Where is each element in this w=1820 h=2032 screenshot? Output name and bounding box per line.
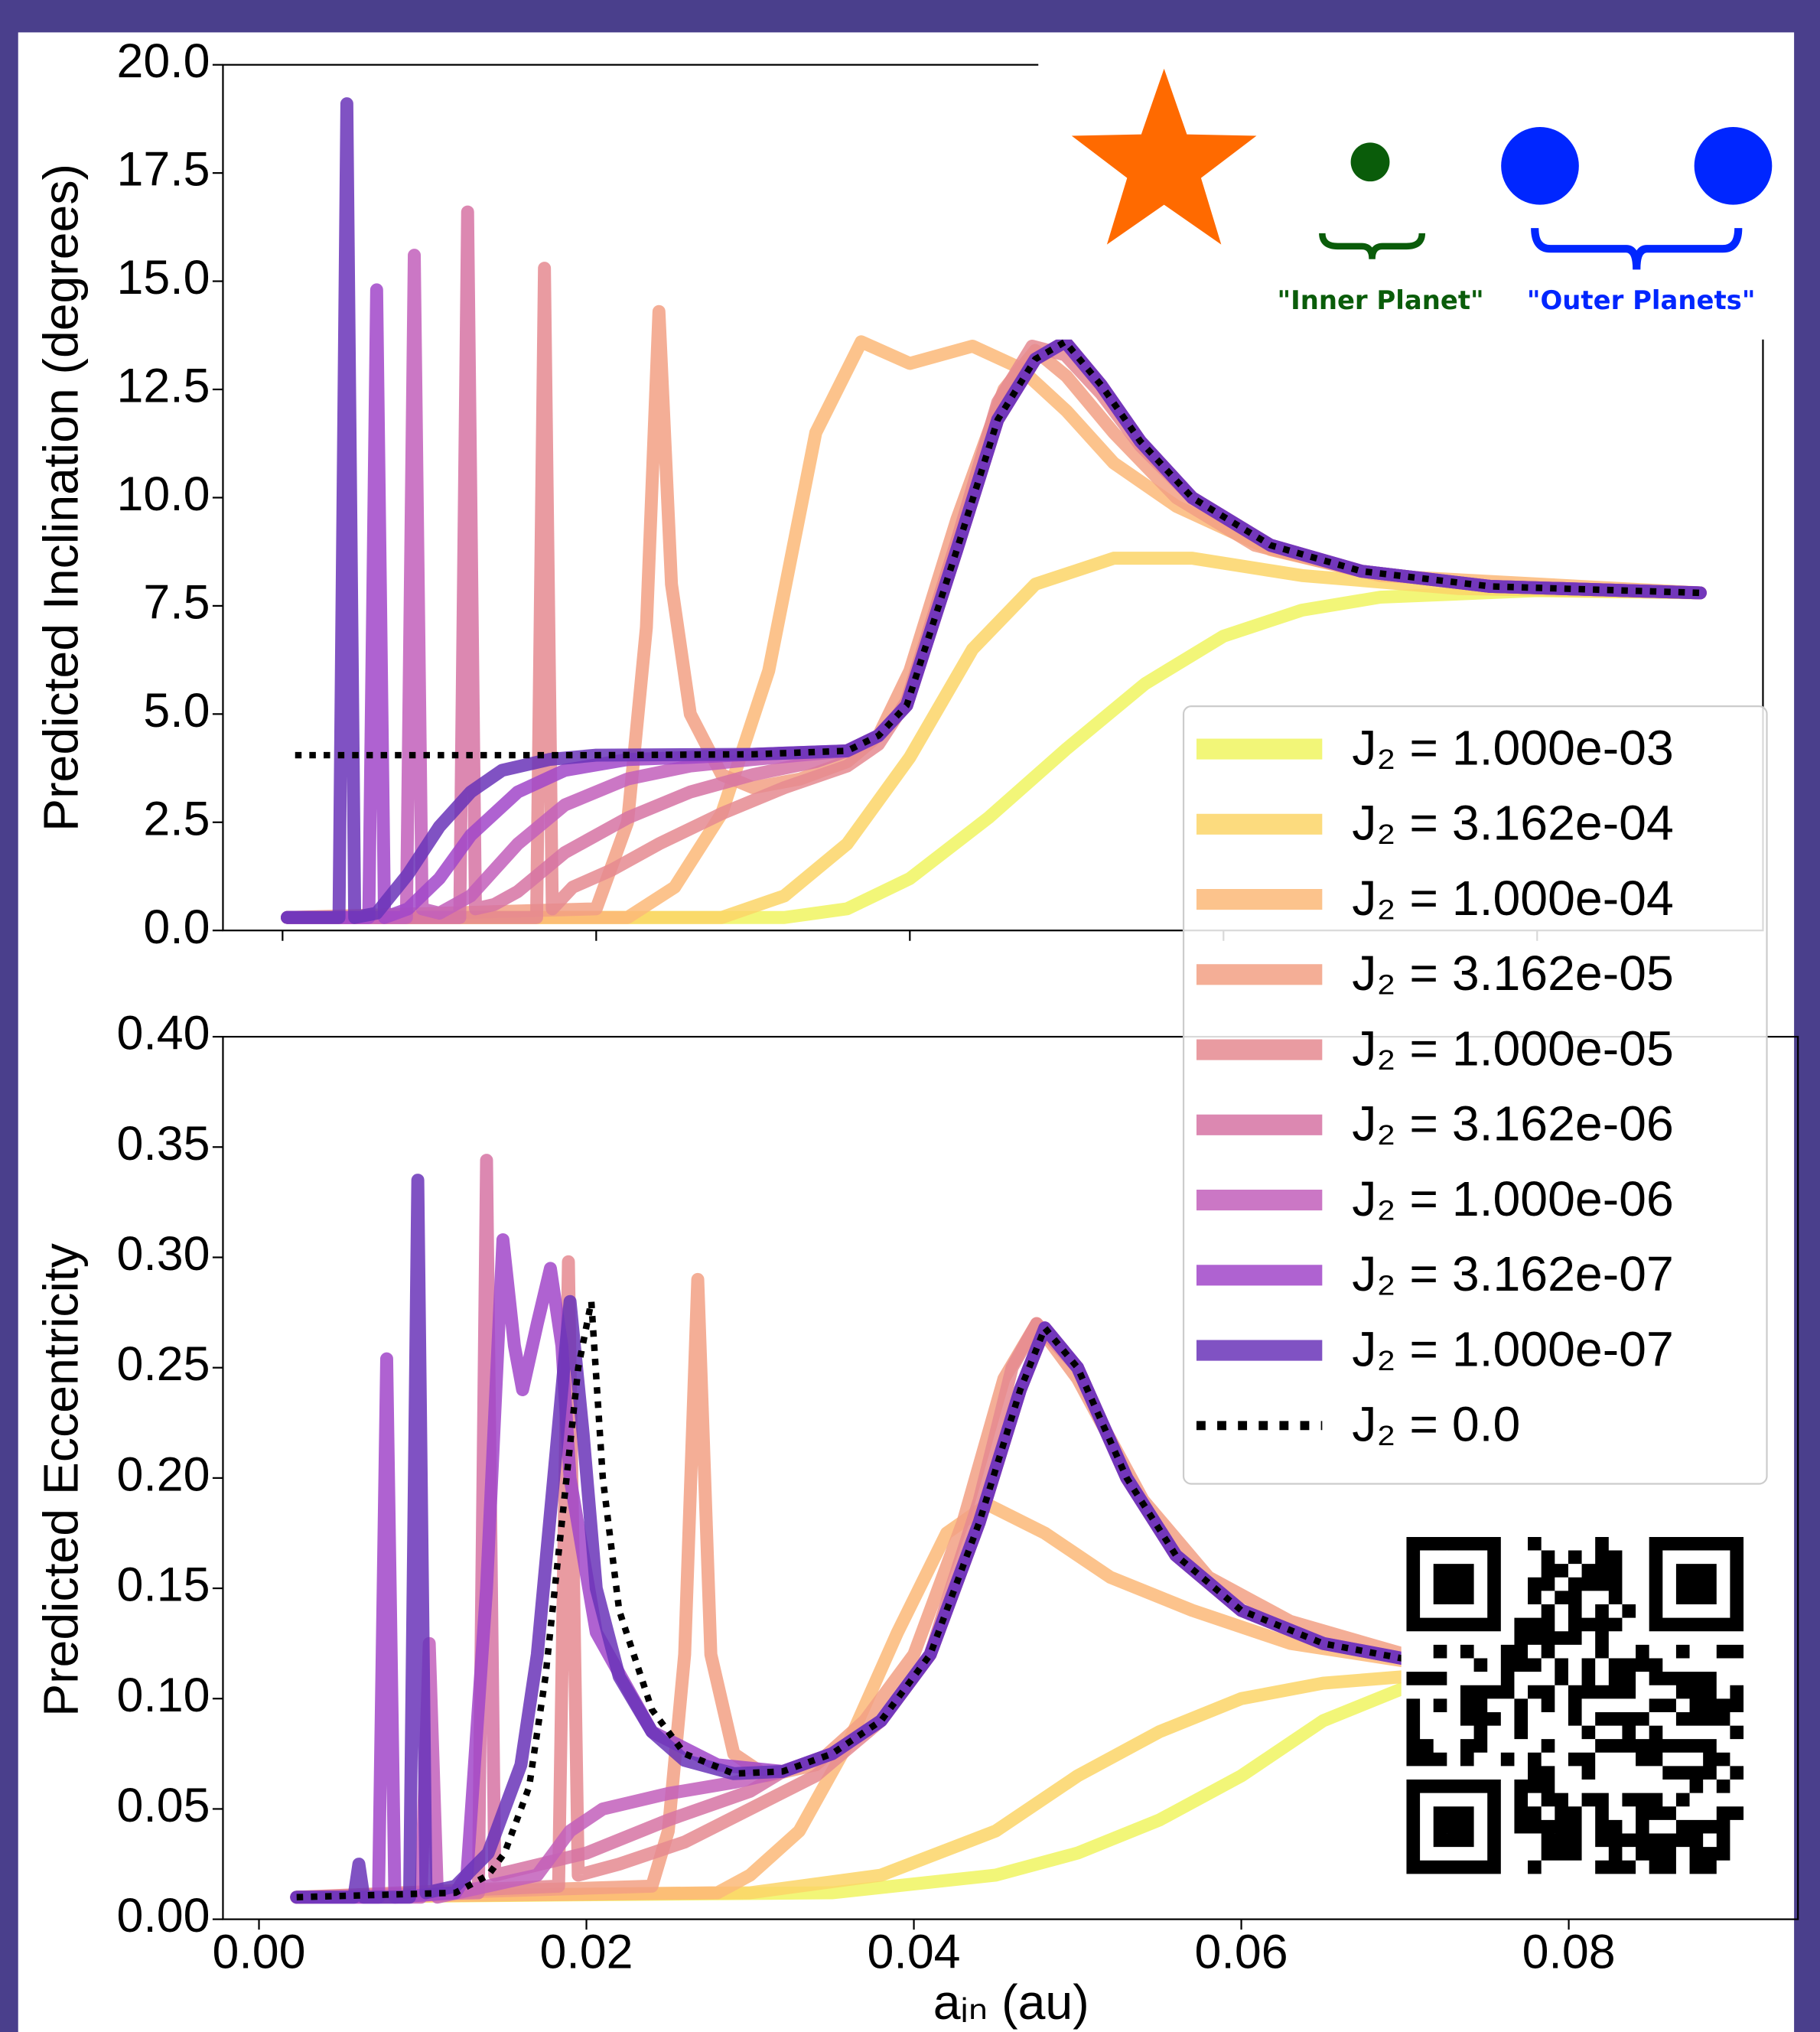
y-axis-label: Predicted Inclination (degrees) — [34, 164, 89, 832]
legend-label: J₂ = 0.0 — [1352, 1397, 1520, 1452]
y-tick-label: 15.0 — [116, 251, 210, 304]
outer-planet-icon — [1694, 127, 1773, 205]
y-axis-label: Predicted Eccentricity — [34, 1242, 89, 1717]
brace — [1319, 233, 1426, 259]
y-tick-label: 2.5 — [143, 792, 210, 845]
y-tick-label: 7.5 — [143, 575, 210, 629]
series-line — [281, 552, 1707, 924]
y-tick-label: 20.0 — [116, 34, 210, 88]
inset-label: "Inner Planet" — [1277, 285, 1483, 315]
y-tick-label: 17.5 — [116, 143, 210, 197]
y-tick-label: 0.0 — [143, 900, 210, 954]
series-line — [290, 1663, 1707, 1904]
dotted-line — [295, 338, 1701, 759]
plot-area — [222, 64, 1764, 932]
legend-box — [1182, 705, 1768, 1485]
plot-area — [222, 1036, 1799, 1920]
series-group — [290, 1154, 1707, 1904]
y-tick-label: 0.10 — [116, 1669, 210, 1722]
qr-code — [1406, 1536, 1744, 1874]
legend-label: J₂ = 3.162e-05 — [1352, 946, 1673, 1001]
legend-label: J₂ = 1.000e-04 — [1352, 871, 1673, 926]
inset-label: "Outer Planets" — [1527, 285, 1756, 315]
y-tick-label: 0.15 — [116, 1558, 210, 1612]
series-line — [290, 1663, 1707, 1904]
x-tick-label: 0.02 — [540, 1926, 633, 1979]
x-tick-label: 0.00 — [213, 1926, 306, 1979]
x-tick-label: 0.06 — [1195, 1926, 1288, 1979]
series-line — [290, 1272, 1707, 1904]
y-tick-label: 0.40 — [116, 1007, 210, 1060]
y-tick-label: 0.25 — [116, 1337, 210, 1391]
x-tick-label: 0.04 — [868, 1926, 961, 1979]
series-line — [281, 97, 1707, 924]
series-line — [281, 584, 1707, 924]
y-tick-label: 10.0 — [116, 467, 210, 521]
brace — [1531, 227, 1743, 270]
series-group — [281, 97, 1707, 924]
legend-label: J₂ = 3.162e-04 — [1352, 796, 1673, 851]
y-tick-label: 0.35 — [116, 1117, 210, 1171]
legend-label: J₂ = 3.162e-07 — [1352, 1246, 1673, 1301]
inner-planet-icon — [1350, 142, 1390, 182]
dotted-line — [296, 1298, 1700, 1901]
legend-label: J₂ = 1.000e-05 — [1352, 1021, 1673, 1076]
x-tick-label: 0.08 — [1522, 1926, 1616, 1979]
x-axis-label: aᵢₙ (au) — [933, 1975, 1089, 2030]
y-tick-label: 5.0 — [143, 684, 210, 738]
outer-planet-icon — [1501, 127, 1579, 205]
y-tick-label: 0.20 — [116, 1447, 210, 1501]
y-tick-label: 0.00 — [116, 1889, 210, 1942]
y-tick-label: 0.30 — [116, 1227, 210, 1281]
star-icon — [1071, 68, 1257, 245]
legend-label: J₂ = 3.162e-06 — [1352, 1096, 1673, 1151]
y-tick-label: 0.05 — [116, 1779, 210, 1832]
legend-label: J₂ = 1.000e-03 — [1352, 720, 1673, 775]
legend-label: J₂ = 1.000e-06 — [1352, 1171, 1673, 1226]
y-tick-label: 12.5 — [116, 360, 210, 413]
legend-label: J₂ = 1.000e-07 — [1352, 1321, 1673, 1376]
